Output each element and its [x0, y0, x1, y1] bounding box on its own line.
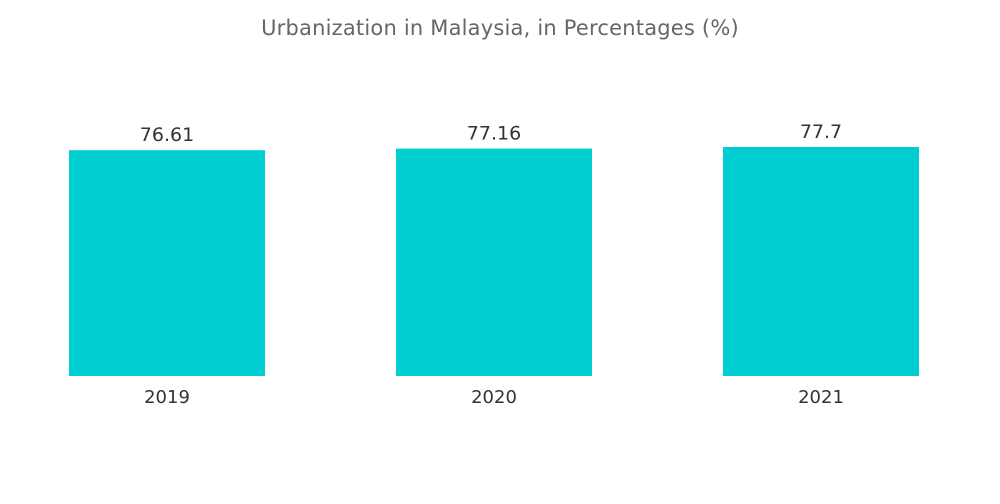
data-label-2019: 76.61	[140, 124, 194, 146]
value-labels-layer: 76.61 77.16 77.7	[140, 121, 842, 146]
chart-title: Urbanization in Malaysia, in Percentages…	[261, 16, 739, 40]
x-tick-label-2021: 2021	[798, 387, 844, 408]
x-axis-ticks-layer: 2019 2020 2021	[144, 387, 844, 408]
bars-layer	[69, 146, 919, 376]
data-label-2020: 77.16	[467, 123, 521, 145]
bar-2019	[69, 150, 265, 376]
data-label-2021: 77.7	[800, 121, 842, 143]
x-tick-label-2020: 2020	[471, 387, 517, 408]
bar-2020	[396, 148, 592, 376]
bar-2021	[723, 146, 919, 376]
x-tick-label-2019: 2019	[144, 387, 190, 408]
